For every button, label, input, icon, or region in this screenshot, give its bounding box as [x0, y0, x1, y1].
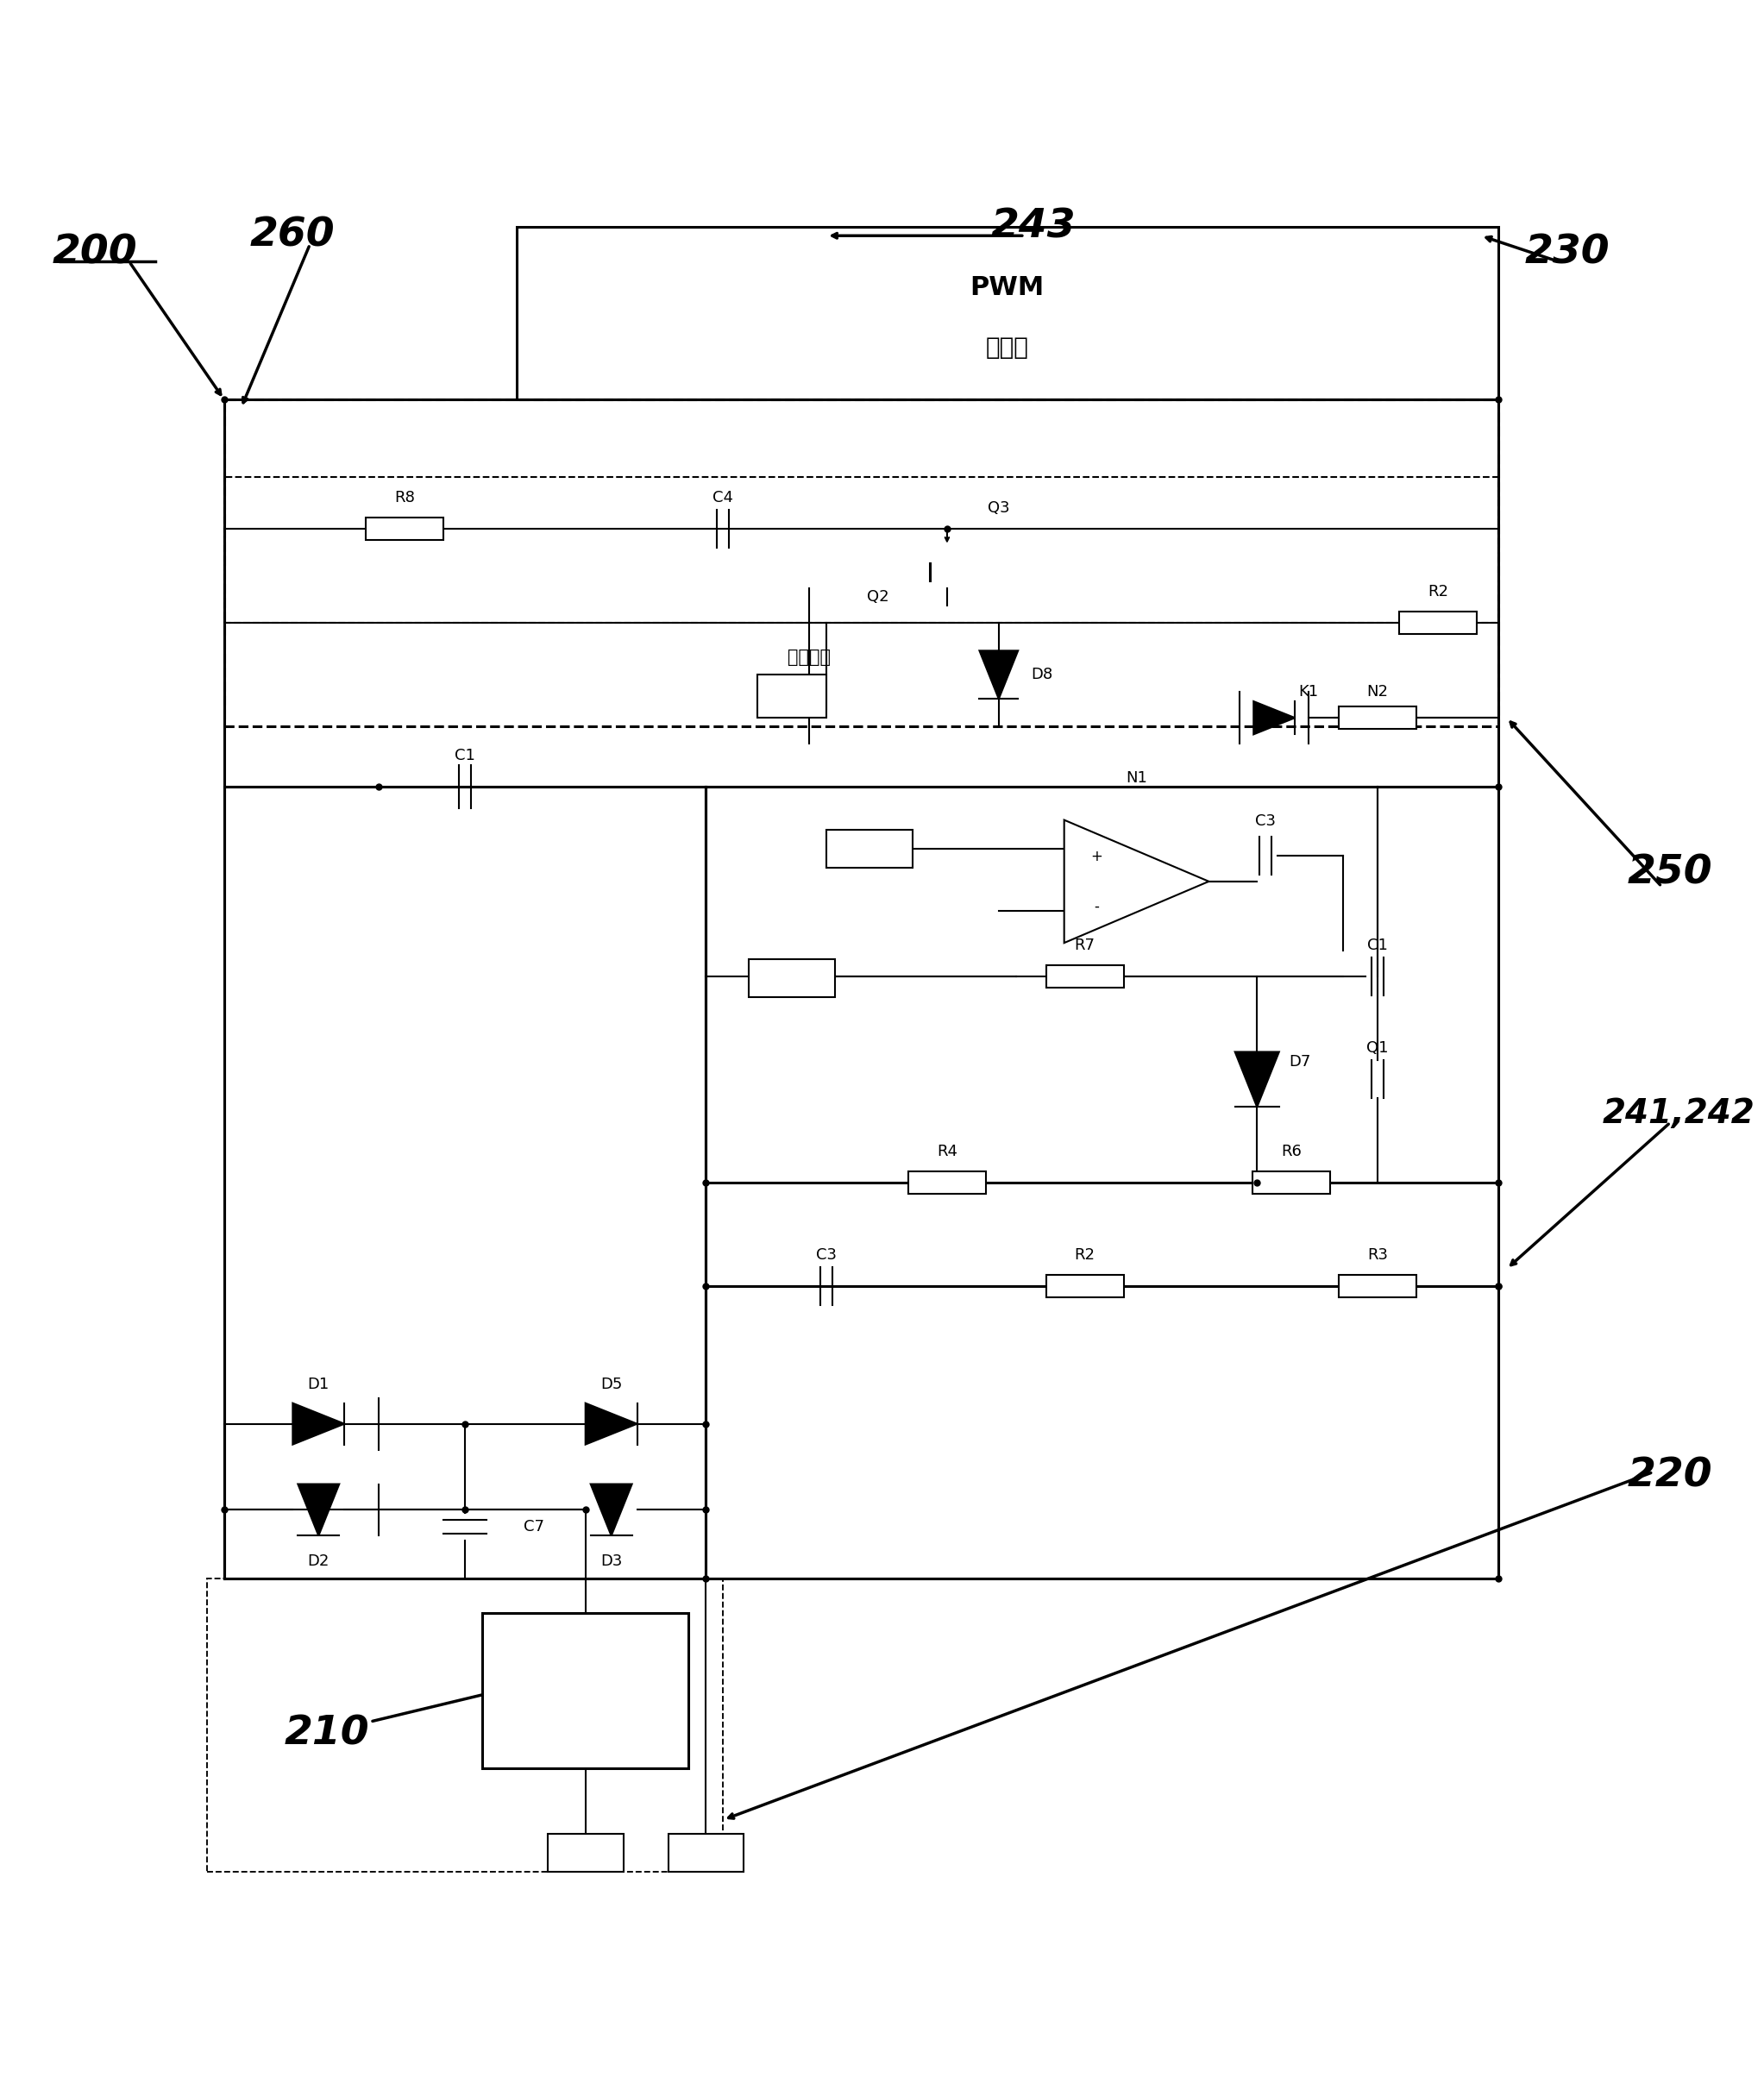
Text: Vref: Vref — [854, 840, 886, 857]
Text: R7: R7 — [1074, 938, 1095, 953]
Bar — [482, 1613, 688, 1768]
Text: 200: 200 — [53, 234, 138, 272]
Text: N1: N1 — [1125, 771, 1147, 786]
Polygon shape — [1254, 702, 1295, 734]
Bar — [669, 1833, 744, 1871]
Text: 243: 243 — [991, 207, 1076, 247]
Bar — [1339, 1275, 1416, 1298]
Bar — [1339, 706, 1416, 729]
Text: N2: N2 — [1367, 683, 1388, 700]
Bar — [706, 786, 1498, 1578]
Text: D7: D7 — [1289, 1055, 1311, 1070]
Bar — [1046, 1275, 1124, 1298]
Bar — [1252, 1172, 1330, 1193]
Polygon shape — [979, 650, 1018, 698]
Bar — [224, 399, 1498, 727]
Text: R6: R6 — [1281, 1143, 1302, 1160]
Text: Q3: Q3 — [988, 500, 1009, 516]
Bar — [750, 959, 834, 997]
Bar — [759, 675, 827, 717]
Bar — [224, 477, 1498, 623]
Bar — [517, 228, 1498, 399]
Text: R2: R2 — [1074, 1248, 1095, 1262]
Text: N: N — [699, 1843, 713, 1862]
Bar — [1046, 966, 1124, 986]
Text: C1: C1 — [1367, 938, 1388, 953]
Text: Q2: Q2 — [868, 589, 889, 606]
FancyArrowPatch shape — [946, 531, 949, 541]
Bar — [224, 786, 706, 1578]
Text: D5: D5 — [600, 1377, 623, 1392]
Text: D3: D3 — [600, 1553, 623, 1570]
Text: D8: D8 — [1030, 667, 1053, 683]
Text: 器: 器 — [580, 1716, 591, 1733]
Text: 230: 230 — [1524, 234, 1609, 272]
Text: 220: 220 — [1628, 1457, 1713, 1494]
Text: C3: C3 — [1256, 813, 1275, 830]
Polygon shape — [586, 1402, 637, 1444]
Text: 调光: 调光 — [575, 1659, 596, 1676]
Bar — [365, 516, 443, 539]
Text: 转换器: 转换器 — [986, 336, 1028, 359]
Bar — [827, 830, 912, 867]
Text: C7: C7 — [524, 1519, 543, 1534]
Text: Q1: Q1 — [1367, 1041, 1388, 1055]
Text: R2: R2 — [1427, 585, 1448, 600]
Polygon shape — [1235, 1051, 1279, 1108]
Text: 210: 210 — [284, 1714, 370, 1754]
Text: C1: C1 — [455, 748, 475, 763]
Polygon shape — [1064, 819, 1208, 943]
Text: 滤波信号: 滤波信号 — [789, 650, 831, 667]
Polygon shape — [293, 1402, 344, 1444]
Text: R3: R3 — [1367, 1248, 1388, 1262]
Bar — [1399, 612, 1476, 635]
Bar — [206, 1578, 723, 1871]
Text: R4: R4 — [937, 1143, 958, 1160]
Bar — [547, 1833, 623, 1871]
Text: +: + — [1090, 849, 1102, 863]
Text: C4: C4 — [713, 489, 734, 506]
Polygon shape — [591, 1484, 632, 1536]
Text: PWM: PWM — [970, 276, 1044, 299]
Text: K1: K1 — [1298, 683, 1319, 700]
Text: L: L — [580, 1843, 591, 1862]
Polygon shape — [298, 1484, 339, 1536]
Text: VCC: VCC — [776, 970, 808, 986]
Text: 260: 260 — [250, 215, 335, 255]
Text: C3: C3 — [817, 1248, 836, 1262]
Text: 250: 250 — [1628, 853, 1713, 892]
Bar — [908, 1172, 986, 1193]
Text: R8: R8 — [395, 489, 415, 506]
Text: D1: D1 — [307, 1377, 330, 1392]
Text: 241,242: 241,242 — [1603, 1097, 1755, 1131]
Text: -: - — [1094, 899, 1099, 915]
Text: D2: D2 — [307, 1553, 330, 1570]
